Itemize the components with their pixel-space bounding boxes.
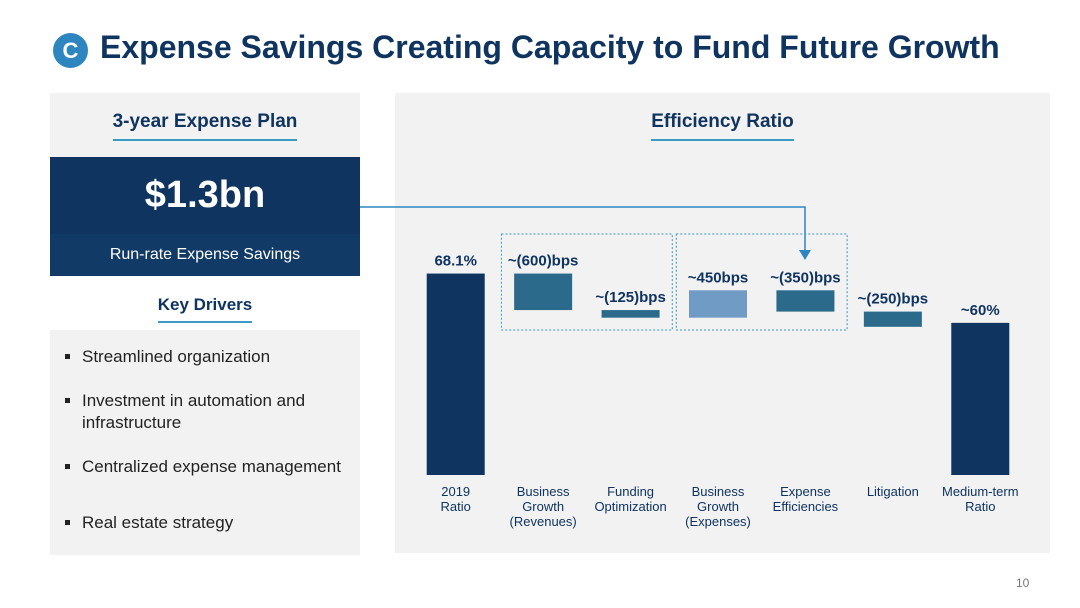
section-badge: C <box>53 33 88 68</box>
drivers-heading: Key Drivers <box>50 295 360 323</box>
heading-text: 3-year Expense Plan <box>112 111 298 141</box>
x-tick-label: Business Growth (Revenues) <box>509 484 577 529</box>
value-label: ~(600)bps <box>508 253 578 270</box>
bar <box>689 290 747 318</box>
value-label: ~60% <box>961 302 1000 319</box>
chart-title: Efficiency Ratio <box>651 111 794 141</box>
x-tick-label: Expense Efficiencies <box>772 484 839 514</box>
connector-arrow <box>360 206 806 256</box>
driver: Centralized expense management <box>82 456 362 478</box>
amount-caption: Run-rate Expense Savings <box>50 234 360 276</box>
bar <box>863 311 922 327</box>
x-tick-label: 2019 Ratio <box>440 484 471 514</box>
amount: $1.3bn <box>50 157 360 234</box>
value-label: ~(250)bps <box>858 291 928 308</box>
value-label: ~(125)bps <box>595 289 665 306</box>
x-tick-label: Medium-term Ratio <box>941 484 1019 514</box>
group-box <box>500 233 673 331</box>
heading-text: Key Drivers <box>157 295 253 323</box>
page-number: 10 <box>1016 576 1030 590</box>
chart-heading: Efficiency Ratio <box>395 111 1050 141</box>
slide-title: Expense Savings Creating Capacity to Fun… <box>100 29 1000 65</box>
bar <box>514 273 573 311</box>
group-box <box>675 233 848 331</box>
bar <box>601 310 660 318</box>
arrow-head <box>799 250 811 260</box>
value-label: ~(350)bps <box>770 269 840 286</box>
chart-panel <box>395 93 1050 553</box>
driver: Investment in automation and infrastruct… <box>82 390 362 434</box>
x-tick-label: Funding Optimization <box>594 484 667 514</box>
value-label: ~450bps <box>688 269 748 286</box>
driver-list: Streamlined organization Investment in au… <box>60 346 362 556</box>
bar <box>776 290 835 312</box>
value-label: 68.1% <box>434 253 477 270</box>
panel-heading: 3-year Expense Plan <box>50 111 360 141</box>
driver: Real estate strategy <box>82 512 362 534</box>
driver: Streamlined organization <box>82 346 362 368</box>
x-tick-label: Business Growth (Expenses) <box>685 484 751 529</box>
bar <box>426 273 485 475</box>
x-tick-label: Litigation <box>866 484 919 499</box>
bar <box>951 322 1010 475</box>
